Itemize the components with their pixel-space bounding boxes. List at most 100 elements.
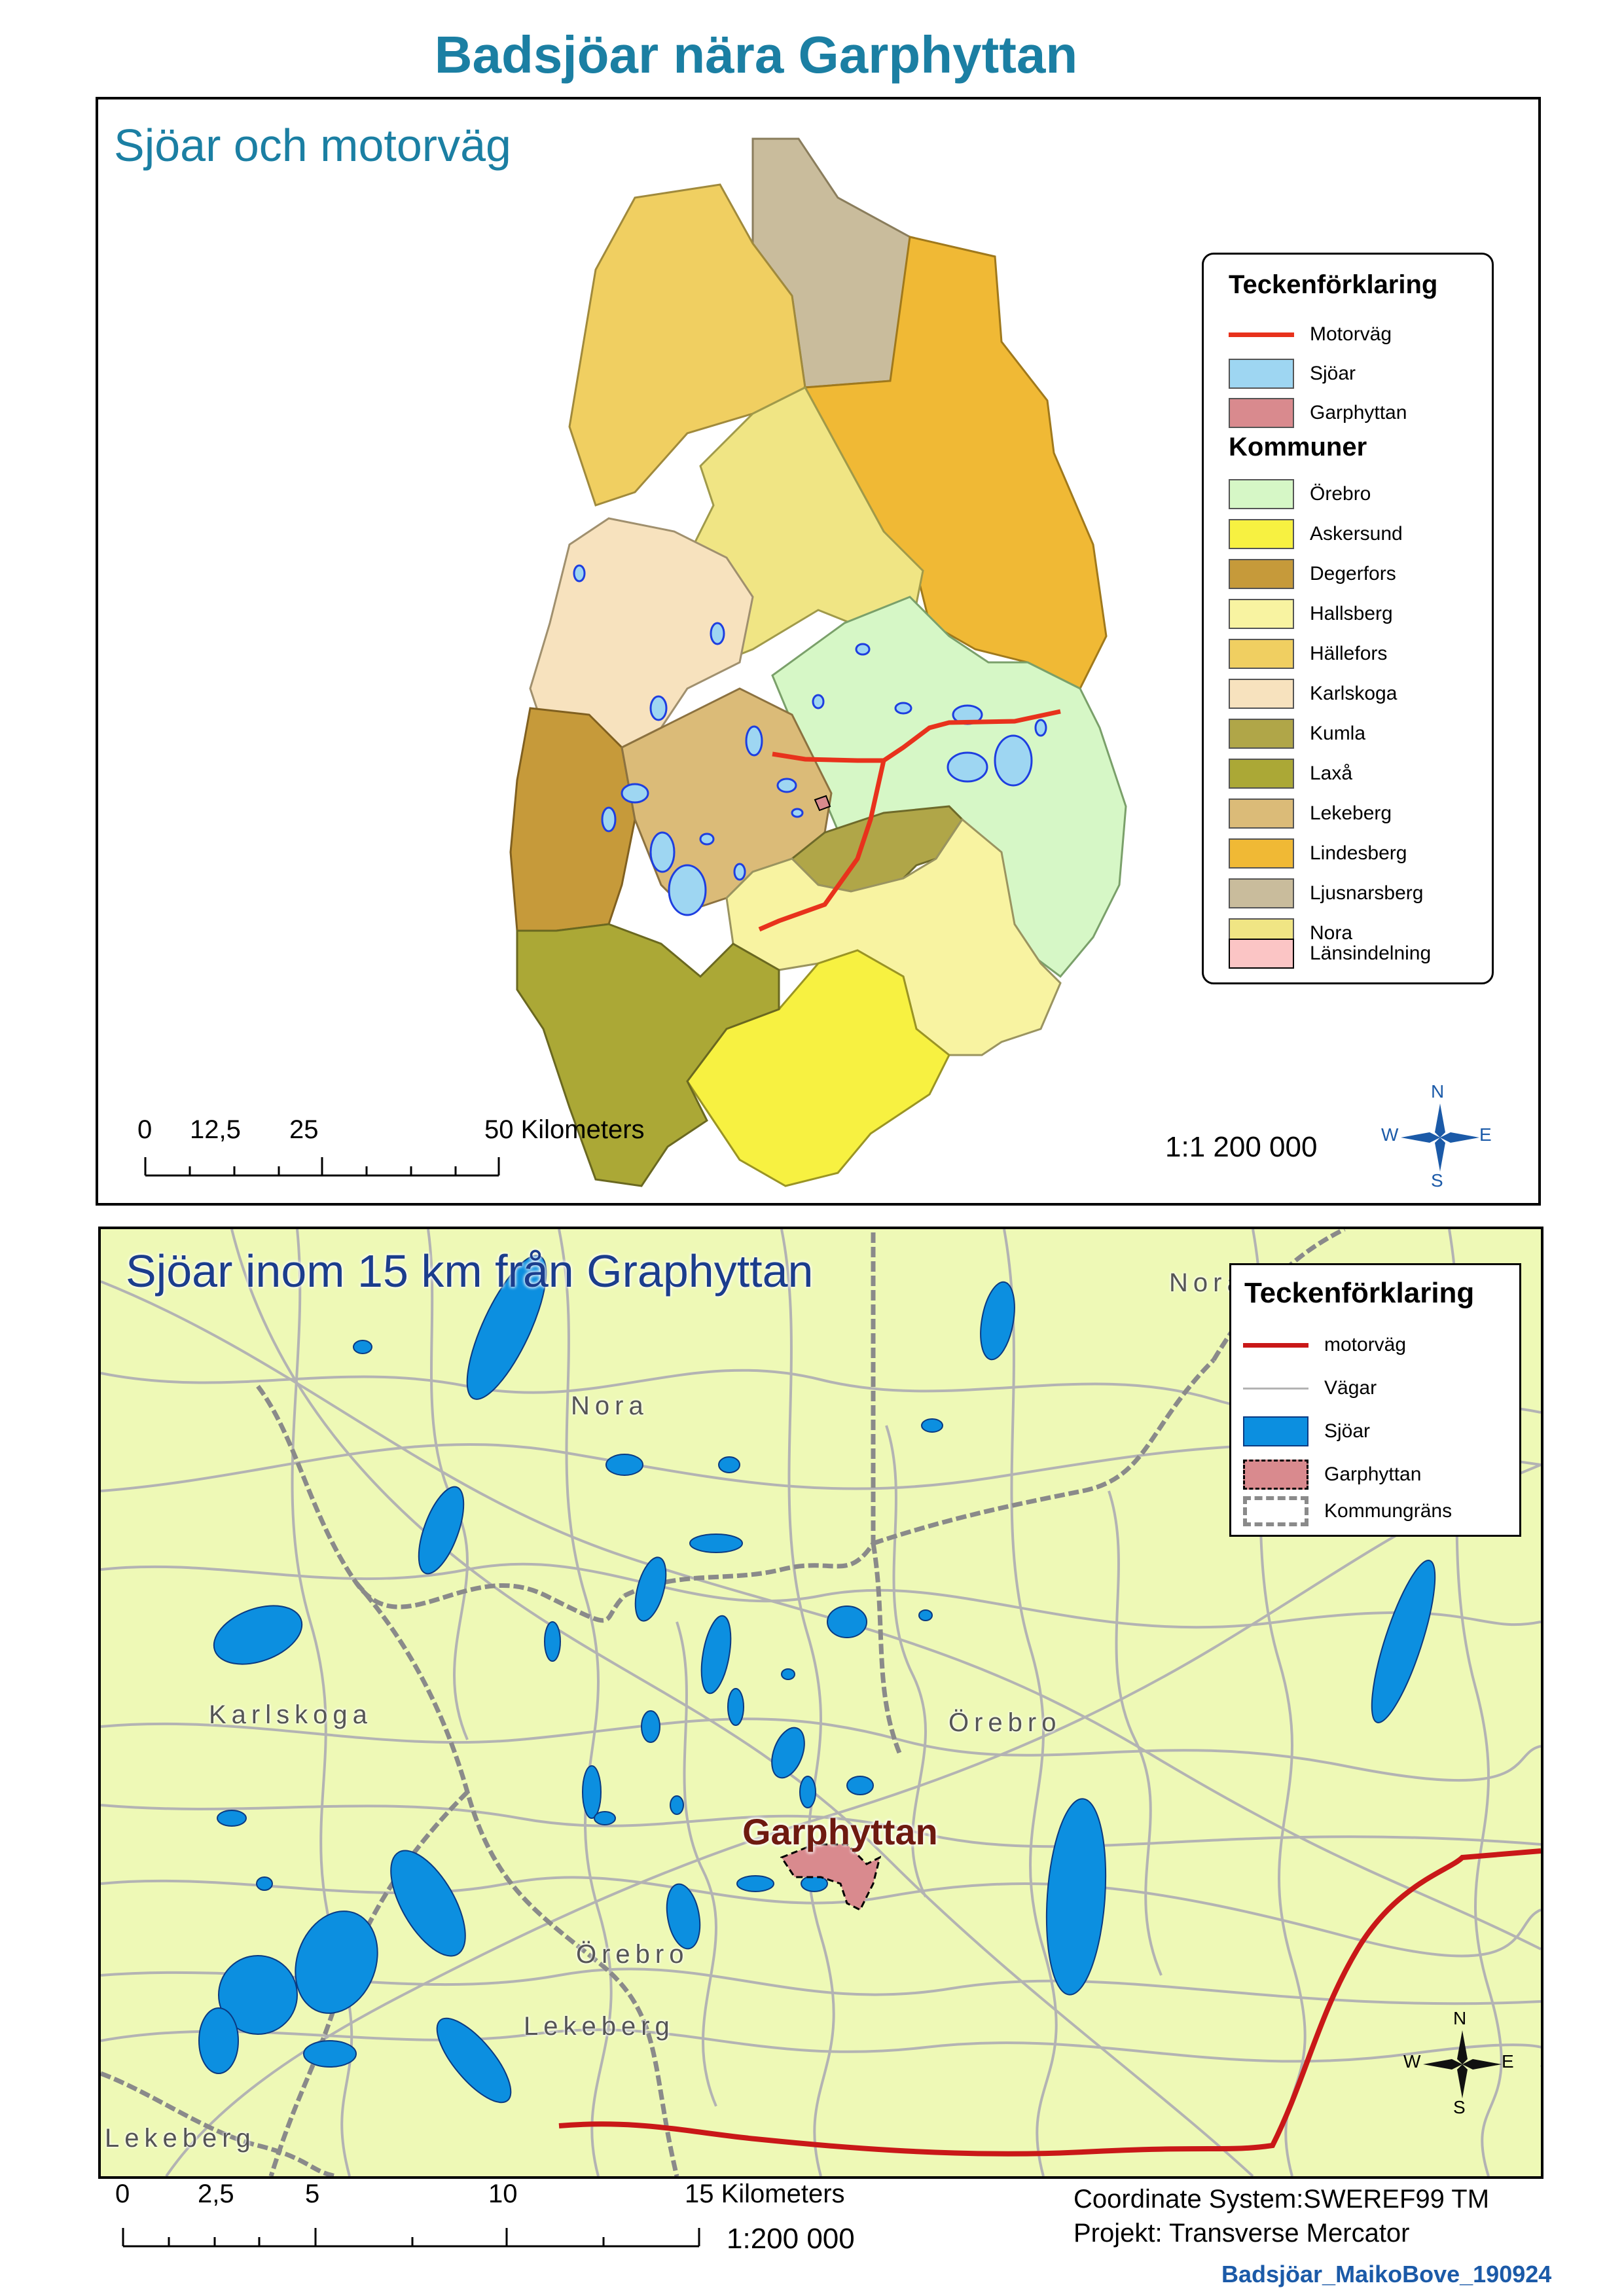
legend-label: Sjöar — [1310, 363, 1356, 384]
legend-item-lekeberg: Lekeberg — [1229, 798, 1392, 829]
compass-n-label: N — [1453, 2008, 1467, 2028]
town-label-garphyttan: Garphyttan — [742, 1811, 938, 1852]
legend-line-swatch — [1229, 332, 1294, 337]
overview-map-title: Sjöar och motorväg — [114, 120, 511, 171]
legend-line-swatch — [1243, 1387, 1308, 1390]
place-label-lekeberg: Lekeberg — [105, 2124, 256, 2153]
lake-4 — [668, 864, 707, 916]
legend-swatch — [1229, 838, 1294, 869]
lake-center-10 — [846, 1776, 874, 1795]
legend-label: Degerfors — [1310, 563, 1396, 584]
municipal-borders — [101, 1229, 1346, 2176]
motorway-line-south — [758, 760, 886, 932]
kommun-laxa — [516, 923, 780, 1187]
legend-label: Örebro — [1310, 483, 1371, 505]
detail-scale-bar: 0 2,5 5 10 15 Kilometers — [115, 2179, 966, 2265]
legend-label: Länsindelning — [1310, 942, 1432, 964]
lake-center-2 — [700, 1615, 732, 1695]
legend-item-lansindelning: Länsindelning — [1229, 938, 1431, 969]
legend-swatch — [1243, 1460, 1308, 1490]
legend-item-garphyttan: Garphyttan — [1229, 397, 1407, 429]
legend-item-motorvag: motorväg — [1243, 1329, 1406, 1361]
lake-7 — [601, 806, 617, 833]
lake-18 — [1034, 719, 1047, 737]
overview-map-panel: Sjöar och motorväg — [96, 97, 1541, 1206]
lake-center-8 — [605, 1454, 643, 1476]
legend-swatch — [1243, 1496, 1308, 1526]
legend-label: Nora — [1310, 922, 1353, 944]
legend-line-swatch — [1243, 1342, 1308, 1348]
lake-2 — [947, 751, 988, 783]
lake-karlskoga — [213, 1605, 303, 1665]
legend-label: Askersund — [1310, 523, 1403, 545]
lake-west-3 — [218, 1955, 298, 2035]
overview-legend-heading: Teckenförklaring — [1229, 270, 1438, 299]
lake-west-2 — [295, 1910, 378, 2014]
compass-rose-icon — [1423, 2030, 1502, 2098]
lake-19 — [812, 694, 825, 709]
lakes — [198, 1255, 1436, 2104]
legend-swatch — [1229, 359, 1294, 389]
lake-west-4 — [198, 2007, 239, 2074]
legend-swatch — [1229, 719, 1294, 749]
legend-item-askersund: Askersund — [1229, 518, 1403, 550]
legend-swatch — [1229, 639, 1294, 669]
legend-label: Lekeberg — [1310, 802, 1392, 824]
detail-map-panel: Sjöar inom 15 km från Graphyttan Nora No… — [98, 1227, 1543, 2179]
lake-small-8 — [670, 1795, 684, 1815]
legend-item-garphyttan: Garphyttan — [1243, 1459, 1421, 1490]
lake-northeast — [1371, 1560, 1436, 1723]
kommun-karlskoga — [529, 517, 754, 749]
lake-11 — [894, 702, 912, 715]
legend-swatch — [1229, 939, 1294, 969]
lake-small-5 — [594, 1811, 616, 1825]
legend-label: Hallsberg — [1310, 603, 1393, 624]
legend-item-motorvag: Motorväg — [1229, 319, 1392, 350]
legend-item-lindesberg: Lindesberg — [1229, 838, 1407, 869]
detail-legend: Teckenförklaring motorväg Vägar Sjöar Ga… — [1229, 1263, 1521, 1537]
scale-tick-label: 0 — [137, 1115, 153, 1144]
lake-southwest — [436, 2017, 512, 2104]
legend-label: Hällefors — [1310, 643, 1388, 664]
lake-center-11 — [544, 1621, 561, 1662]
lake-small-9 — [781, 1668, 795, 1680]
lake-north-2 — [980, 1281, 1015, 1361]
lake-north-1 — [418, 1486, 465, 1575]
compass-rose-icon — [1401, 1103, 1479, 1172]
lake-8 — [649, 695, 668, 721]
projection-text: Projekt: Transverse Mercator — [1074, 2219, 1410, 2248]
lake-17 — [573, 564, 586, 583]
compass-e-label: E — [1479, 1124, 1492, 1145]
lake-small-6 — [353, 1340, 372, 1354]
legend-item-sjoar: Sjöar — [1229, 358, 1356, 389]
lake-13 — [710, 622, 725, 645]
compass-w-label: W — [1403, 2051, 1421, 2072]
legend-label: motorväg — [1324, 1334, 1407, 1355]
compass-w-label: W — [1381, 1124, 1399, 1145]
lake-small-3 — [921, 1418, 943, 1433]
detail-scale-ratio: 1:200 000 — [727, 2223, 855, 2255]
legend-label: Garphyttan — [1324, 1463, 1422, 1485]
legend-swatch — [1229, 878, 1294, 908]
legend-swatch — [1229, 398, 1294, 428]
legend-item-sjoar: Sjöar — [1243, 1416, 1370, 1447]
lake-center-12 — [799, 1776, 816, 1808]
county-map — [509, 137, 1127, 1187]
lake-center-14 — [727, 1688, 744, 1726]
scale-tick-label: 5 — [305, 2179, 320, 2208]
place-label-nora: Nora — [571, 1391, 649, 1420]
garphyttan-area — [814, 795, 831, 812]
lake-north-3 — [666, 1883, 701, 1950]
legend-item-hallsberg: Hallsberg — [1229, 598, 1393, 630]
compass-e-label: E — [1502, 2051, 1514, 2072]
legend-label: Sjöar — [1324, 1420, 1371, 1442]
scale-tick-label: 0 — [115, 2179, 130, 2208]
lake-small-2 — [256, 1876, 273, 1891]
lake-west-1 — [390, 1850, 466, 1957]
lake-1 — [994, 734, 1033, 787]
motorway-line — [558, 1848, 1541, 2157]
credit-text: Badsjöar_MaikoBove_190924 — [1221, 2261, 1552, 2287]
motorway-line — [772, 709, 1061, 763]
legend-label: Garphyttan — [1310, 402, 1407, 423]
lake-center-7 — [801, 1875, 828, 1892]
